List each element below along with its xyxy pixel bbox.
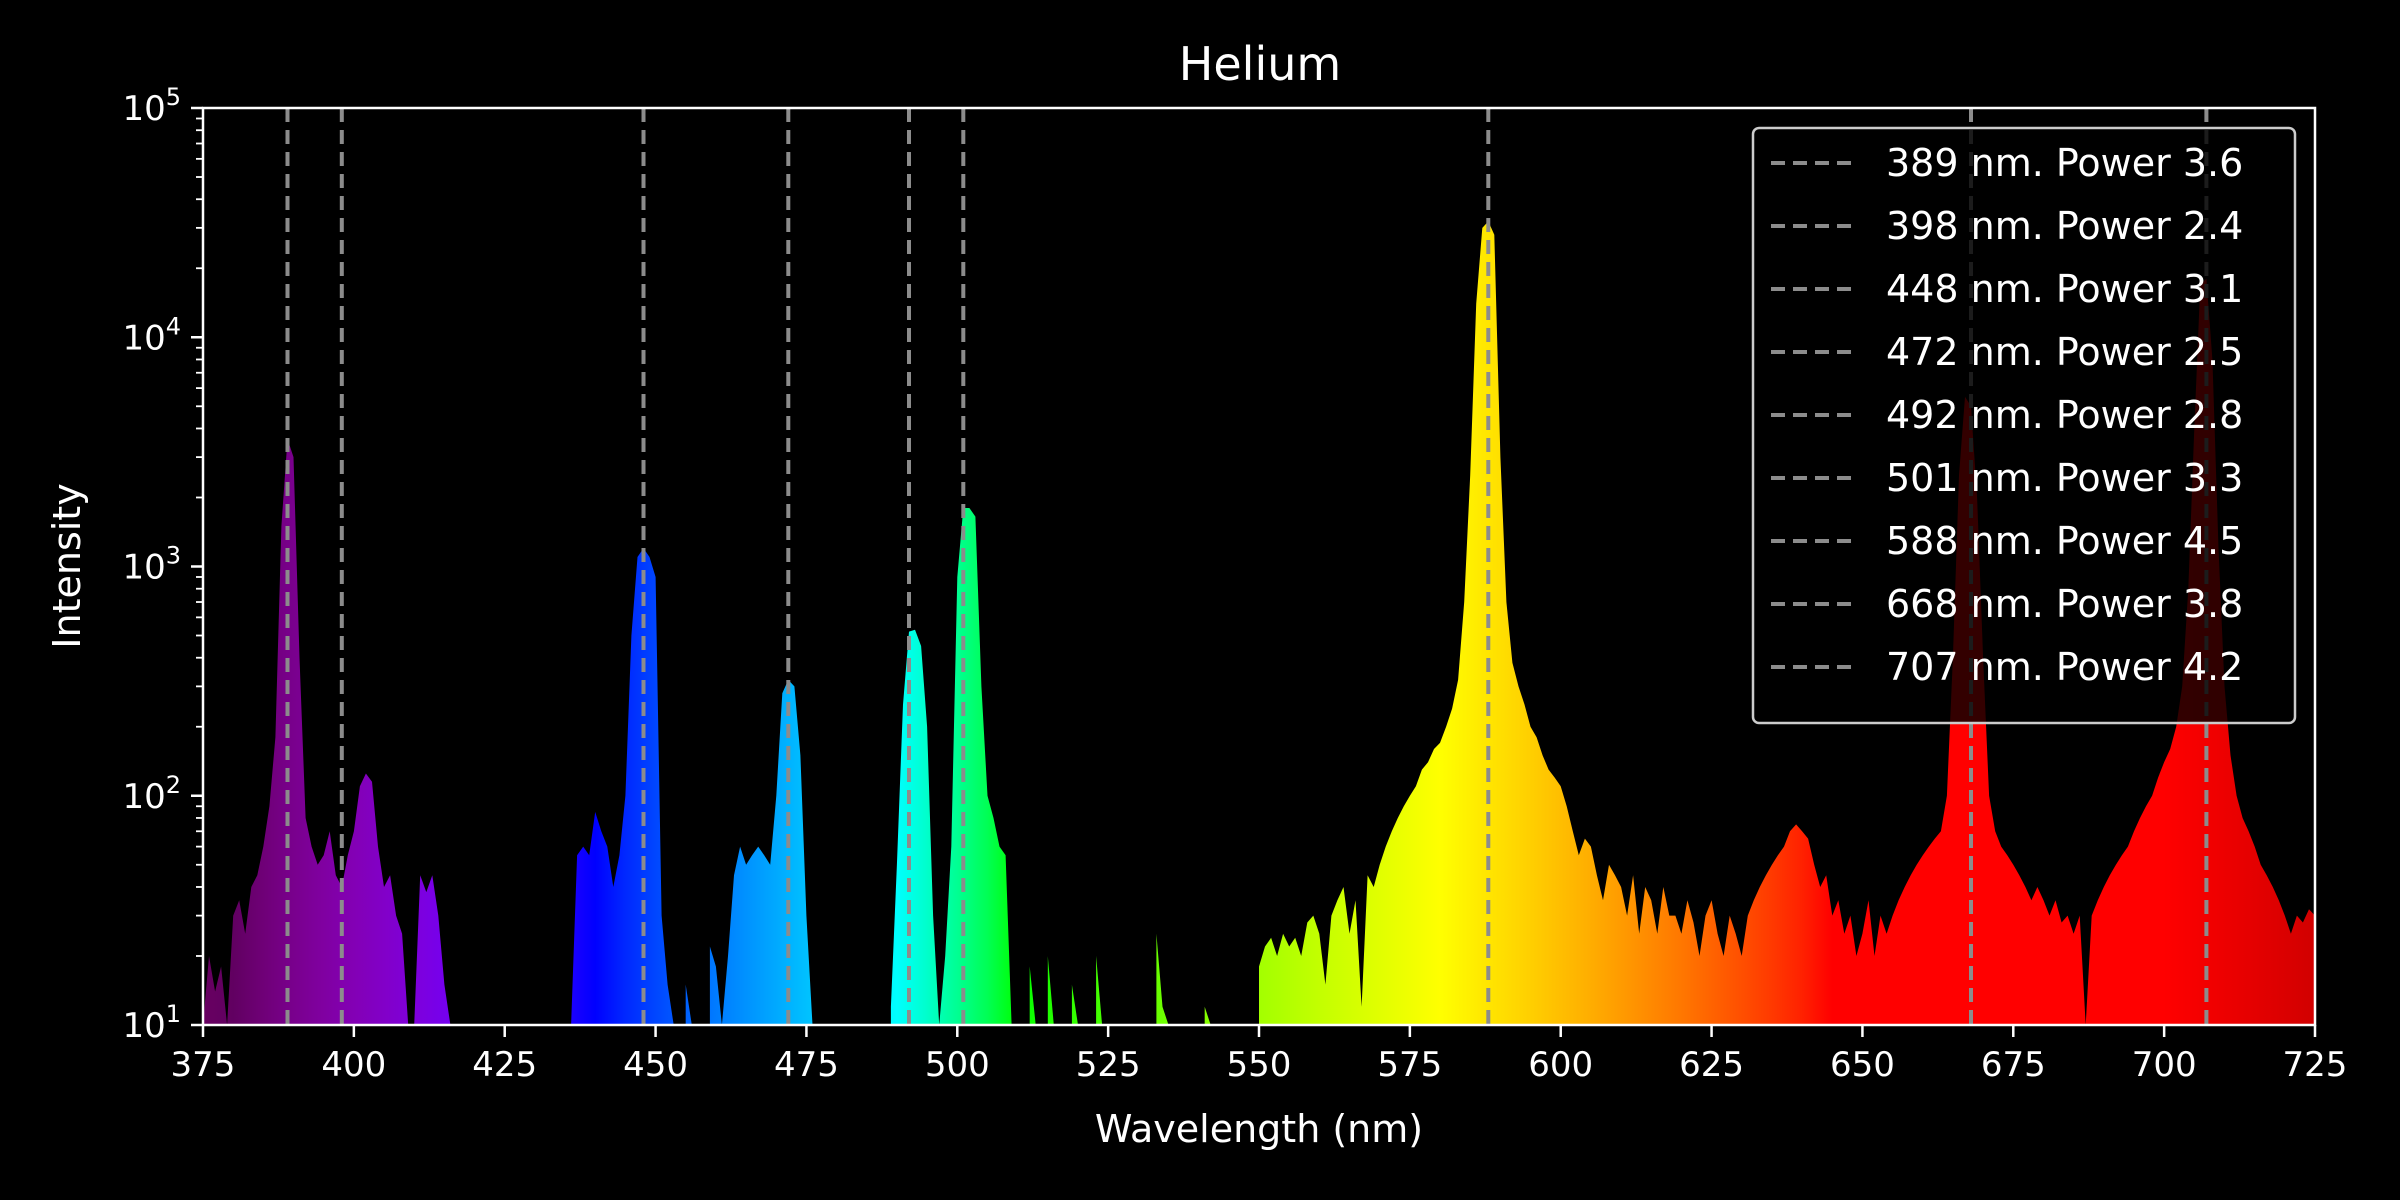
x-tick-label: 625 xyxy=(1679,1045,1744,1085)
chart-title: Helium xyxy=(1179,37,1341,91)
x-tick-label: 375 xyxy=(171,1045,236,1085)
legend-entry: 707 nm. Power 4.2 xyxy=(1886,645,2243,689)
spectrum-area xyxy=(1071,984,1078,1025)
x-tick-label: 425 xyxy=(472,1045,537,1085)
y-axis: 101 102 103 104 105 xyxy=(122,83,203,1046)
spectrum-area xyxy=(1259,221,2315,1025)
legend-box xyxy=(1751,126,2297,725)
y-axis-label: Intensity xyxy=(45,483,89,648)
y-tick-label: 101 xyxy=(122,1000,181,1046)
x-tick-label: 500 xyxy=(925,1045,990,1085)
spectrum-area xyxy=(685,984,692,1025)
legend-entry: 472 nm. Power 2.5 xyxy=(1886,330,2243,374)
x-tick-label: 550 xyxy=(1227,1045,1292,1085)
spectrum-area-layer xyxy=(203,221,2315,1025)
spectrum-area xyxy=(709,679,813,1025)
x-tick-label: 450 xyxy=(623,1045,688,1085)
legend: 389 nm. Power 3.6 398 nm. Power 2.4 448 nm… xyxy=(1751,126,2297,725)
x-tick-label: 400 xyxy=(321,1045,386,1085)
x-tick-label: 650 xyxy=(1830,1045,1895,1085)
x-tick-label: 675 xyxy=(1981,1045,2046,1085)
legend-entry: 668 nm. Power 3.8 xyxy=(1886,582,2243,626)
spectrum-area xyxy=(890,508,1012,1025)
legend-entry: 501 nm. Power 3.3 xyxy=(1886,456,2243,500)
legend-entry: 398 nm. Power 2.4 xyxy=(1886,204,2243,248)
y-tick-label: 102 xyxy=(122,771,181,817)
x-tick-label: 475 xyxy=(774,1045,839,1085)
x-tick-label: 600 xyxy=(1528,1045,1593,1085)
x-axis: 375 400 425 450 475 500 525 550 575 600 625 650 675 7… xyxy=(171,1025,2348,1085)
x-tick-label: 725 xyxy=(2283,1045,2348,1085)
y-tick-label: 104 xyxy=(122,312,181,358)
legend-entry: 448 nm. Power 3.1 xyxy=(1886,267,2243,311)
x-tick-label: 525 xyxy=(1076,1045,1141,1085)
x-tick-label: 575 xyxy=(1377,1045,1442,1085)
y-tick-label: 103 xyxy=(122,542,181,588)
x-axis-label: Wavelength (nm) xyxy=(1095,1107,1423,1151)
spectrum-area xyxy=(1047,956,1054,1025)
legend-entry: 492 nm. Power 2.8 xyxy=(1886,393,2243,437)
spectrum-area xyxy=(1156,933,1169,1025)
spectrum-area xyxy=(1096,956,1103,1025)
x-tick-label: 700 xyxy=(2132,1045,2197,1085)
spectrum-area xyxy=(571,548,674,1025)
spectrum-area xyxy=(203,439,451,1025)
spectrum-area xyxy=(1204,1006,1211,1025)
legend-entry: 588 nm. Power 4.5 xyxy=(1886,519,2243,563)
y-tick-label: 105 xyxy=(122,83,181,129)
spectrum-area xyxy=(1029,966,1036,1025)
legend-entry: 389 nm. Power 3.6 xyxy=(1886,141,2243,185)
